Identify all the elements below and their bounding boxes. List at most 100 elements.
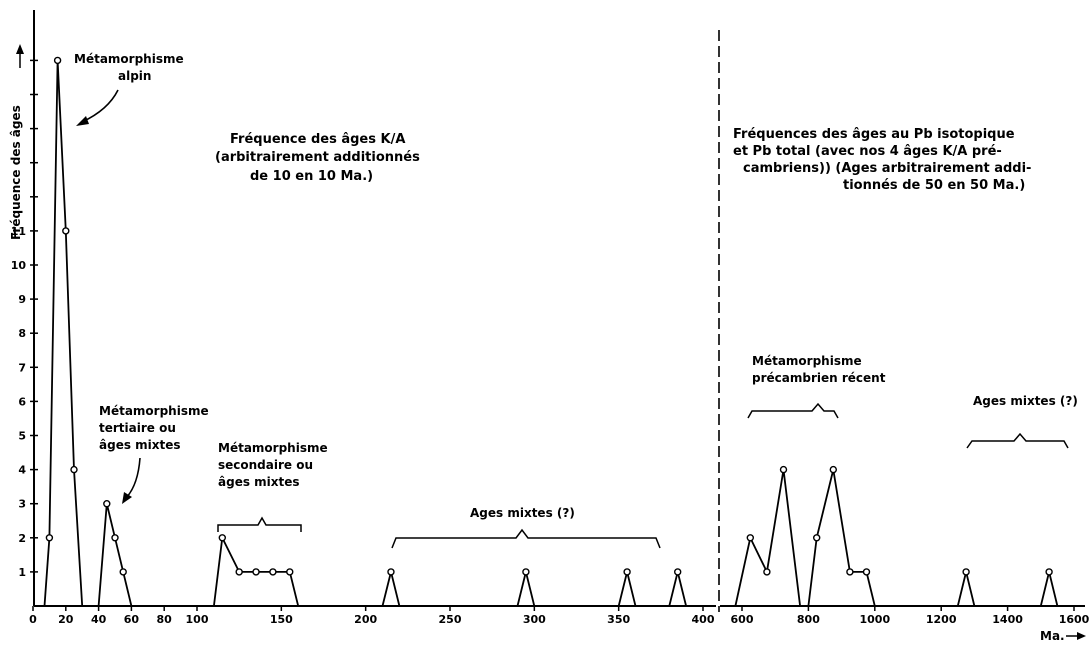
annotation-ages-mixtes-left: Ages mixtes (?)	[391, 506, 661, 549]
y-axis-arrow	[16, 44, 24, 68]
data-point	[103, 500, 111, 508]
series-right	[734, 465, 1059, 607]
arrow-tertiaire	[125, 457, 141, 499]
series-line	[807, 469, 876, 607]
x-tick-label: 200	[354, 613, 377, 626]
y-tick-label: 3	[18, 498, 26, 511]
right-title-line-1: Fréquences des âges au Pb isotopique	[733, 127, 1015, 142]
data-point	[252, 568, 260, 576]
brace-secondaire	[217, 516, 302, 532]
data-point	[763, 568, 771, 576]
svg-text:Métamorphisme: Métamorphisme	[99, 404, 209, 418]
svg-text:alpin: alpin	[118, 69, 151, 83]
right-panel-title: Fréquences des âges au Pb isotopique et …	[733, 127, 1031, 193]
left-title-line-3: de 10 en 10 Ma.)	[250, 169, 373, 184]
data-point	[387, 568, 395, 576]
annotation-tertiaire: Métamorphisme tertiaire ou âges mixtes	[99, 404, 209, 504]
data-point	[62, 227, 70, 235]
series-line	[1039, 571, 1059, 607]
series-line	[668, 571, 687, 607]
x-ticks-right: 600 800 1000 1200 1400 1600	[731, 606, 1090, 626]
x-tick-label: 100	[186, 613, 209, 626]
data-point	[111, 534, 119, 542]
x-tick-label: 400	[692, 613, 715, 626]
series-left	[43, 56, 687, 607]
data-point	[1045, 568, 1053, 576]
annotation-secondaire: Métamorphisme secondaire ou âges mixtes	[217, 441, 328, 532]
annotation-alpin: Métamorphisme alpin	[74, 52, 184, 126]
svg-text:âges mixtes: âges mixtes	[218, 475, 300, 489]
left-title-line-1: Fréquence des âges K/A	[230, 132, 405, 147]
data-point	[70, 465, 78, 474]
svg-text:âges mixtes: âges mixtes	[99, 438, 181, 452]
svg-text:Ages mixtes (?): Ages mixtes (?)	[470, 506, 575, 520]
x-tick-label: 40	[91, 613, 107, 626]
svg-text:Métamorphisme: Métamorphisme	[218, 441, 328, 455]
y-ticks: 1 2 3 4 5 6 7 8 9 10 11	[11, 59, 38, 579]
data-point	[53, 56, 62, 65]
brace-ages-mixtes-left	[391, 528, 661, 549]
y-tick-label: 1	[18, 566, 26, 579]
x-tick-label: 0	[29, 613, 37, 626]
data-point	[846, 568, 854, 576]
x-tick-label: 800	[797, 613, 820, 626]
data-point	[779, 465, 788, 474]
annotation-precambrien: Métamorphisme précambrien récent	[747, 354, 886, 419]
data-point	[286, 568, 294, 576]
y-tick-label: 7	[18, 361, 26, 374]
series-line	[956, 571, 976, 607]
data-point	[862, 568, 871, 576]
svg-text:secondaire ou: secondaire ou	[218, 458, 313, 472]
x-tick-label: 1000	[859, 613, 890, 626]
y-tick-label: 4	[18, 464, 26, 477]
svg-text:Métamorphisme: Métamorphisme	[752, 354, 862, 368]
x-tick-label: 600	[731, 613, 754, 626]
data-point	[962, 568, 970, 576]
x-axis-arrow	[1066, 632, 1086, 640]
y-axis-label: Fréquence des âges	[9, 105, 23, 240]
svg-text:précambrien récent: précambrien récent	[752, 371, 886, 385]
x-tick-label: 60	[124, 613, 140, 626]
y-tick-label: 2	[18, 532, 26, 545]
brace-ages-mixtes-right	[966, 432, 1069, 449]
svg-text:tertiaire ou: tertiaire ou	[99, 421, 176, 435]
x-tick-label: 350	[607, 613, 630, 626]
series-line	[617, 571, 637, 607]
data-point	[235, 568, 243, 576]
x-tick-label: 1200	[926, 613, 957, 626]
data-point	[623, 568, 631, 576]
y-tick-label: 5	[18, 430, 26, 443]
x-axis-unit-label: Ma.	[1040, 629, 1065, 643]
brace-precambrien	[747, 402, 839, 419]
data-point	[746, 534, 754, 542]
right-title-line-4: tionnés de 50 en 50 Ma.)	[843, 178, 1025, 193]
data-point	[119, 568, 127, 576]
left-panel-title: Fréquence des âges K/A (arbitrairement a…	[215, 132, 420, 184]
data-point	[674, 568, 682, 576]
x-tick-label: 300	[523, 613, 546, 626]
y-tick-label: 10	[11, 259, 27, 272]
x-tick-label: 1600	[1059, 613, 1090, 626]
data-point	[813, 534, 821, 542]
y-tick-label: 6	[18, 395, 26, 408]
x-tick-label: 250	[439, 613, 462, 626]
series-line	[43, 60, 84, 607]
x-ticks-left: 0 20 40 60 80 100 150 200 250 300 350 400	[29, 606, 715, 626]
series-line	[516, 571, 536, 607]
x-tick-label: 150	[270, 613, 293, 626]
y-tick-label: 9	[18, 293, 26, 306]
svg-text:Ages mixtes (?): Ages mixtes (?)	[973, 394, 1078, 408]
arrow-alpin	[81, 89, 119, 123]
right-title-line-3: cambriens)) (Ages arbitrairement addi-	[743, 161, 1031, 176]
left-title-line-2: (arbitrairement additionnés	[215, 150, 420, 165]
series-line	[381, 571, 401, 607]
right-title-line-2: et Pb total (avec nos 4 âges K/A pré-	[733, 144, 1002, 159]
data-point	[45, 534, 54, 542]
annotation-ages-mixtes-right: Ages mixtes (?)	[966, 394, 1078, 449]
svg-text:Métamorphisme: Métamorphisme	[74, 52, 184, 66]
y-tick-label: 11	[11, 225, 26, 238]
data-point	[829, 465, 837, 474]
series-line	[97, 503, 133, 607]
data-point	[269, 568, 277, 576]
